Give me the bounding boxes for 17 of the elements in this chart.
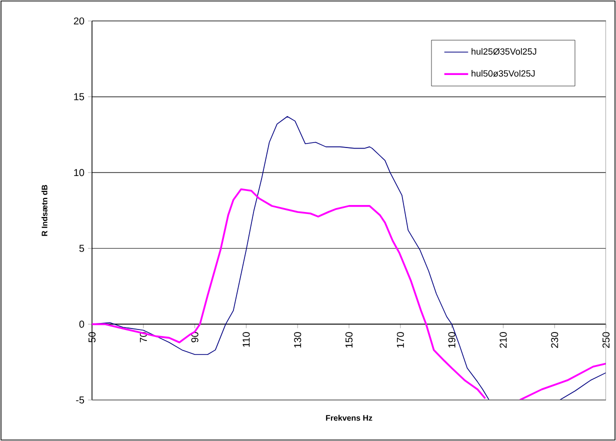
- x-tick-label: 50: [88, 332, 96, 342]
- y-tick-label: -5: [76, 396, 84, 404]
- x-tick-label: 230: [551, 332, 558, 348]
- x-tick-label: 110: [242, 332, 250, 347]
- y-tick-label: 10: [74, 169, 84, 176]
- legend-label: hul25Ø35Vol25J: [472, 48, 536, 55]
- x-tick-label: 190: [448, 332, 456, 348]
- y-tick-label: 20: [74, 17, 84, 25]
- y-tick-label: 5: [79, 244, 84, 252]
- x-tick-label: 150: [345, 332, 353, 348]
- x-tick-label: 130: [294, 332, 302, 348]
- y-tick-label: 0: [79, 320, 84, 328]
- x-tick-label: 250: [602, 332, 610, 348]
- x-tick-label: 170: [396, 332, 404, 348]
- y-tick-label: 15: [74, 93, 84, 100]
- legend-label: hul50ø35Vol25J: [472, 70, 535, 77]
- x-tick-label: 210: [500, 332, 507, 348]
